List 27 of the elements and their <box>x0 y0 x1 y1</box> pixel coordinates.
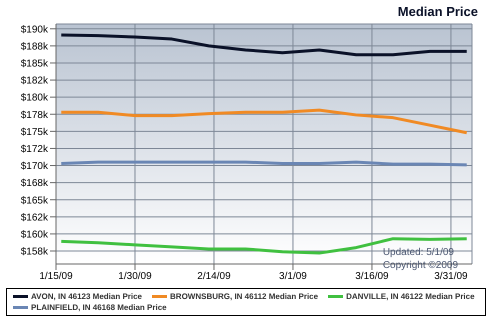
y-tick-label: $162k <box>20 212 49 224</box>
y-tick-label: $160k <box>20 229 49 240</box>
x-tick-label: 2/14/09 <box>197 271 232 282</box>
y-tick-label: $158k <box>20 246 49 258</box>
line-series <box>60 33 468 56</box>
y-tick-label: $180k <box>20 92 49 104</box>
legend-label: BROWNSBURG, IN 46112 Median Price <box>169 292 318 301</box>
x-tick-label: 3/31/09 <box>434 271 468 282</box>
chart-title: Median Price <box>396 3 479 21</box>
x-tick-label: 1/30/09 <box>118 271 152 282</box>
line-series <box>60 108 468 134</box>
y-tick-label: $182k <box>20 76 49 87</box>
y-tick-label: $188k <box>20 41 49 52</box>
y-tick-label: $178k <box>20 110 49 121</box>
x-tick-label: 1/15/09 <box>39 271 74 282</box>
y-tick-label: $185k <box>20 58 49 70</box>
y-tick-label: $172k <box>20 144 49 155</box>
y-tick-label: $170k <box>20 161 49 172</box>
legend-label: DANVILLE, IN 46122 Median Price <box>345 292 475 301</box>
y-tick-label: $168k <box>20 178 49 190</box>
x-tick-label: 3/16/09 <box>355 271 390 282</box>
y-tick-label: $175k <box>20 126 49 138</box>
legend-label: PLAINFIELD, IN 46168 Median Price <box>30 303 167 312</box>
y-tick-label: $190k <box>20 24 49 36</box>
legend-label: AVON, IN 46123 Median Price <box>30 292 142 301</box>
x-tick-label: 3/1/09 <box>279 271 308 282</box>
y-tick-label: $165k <box>20 195 49 206</box>
